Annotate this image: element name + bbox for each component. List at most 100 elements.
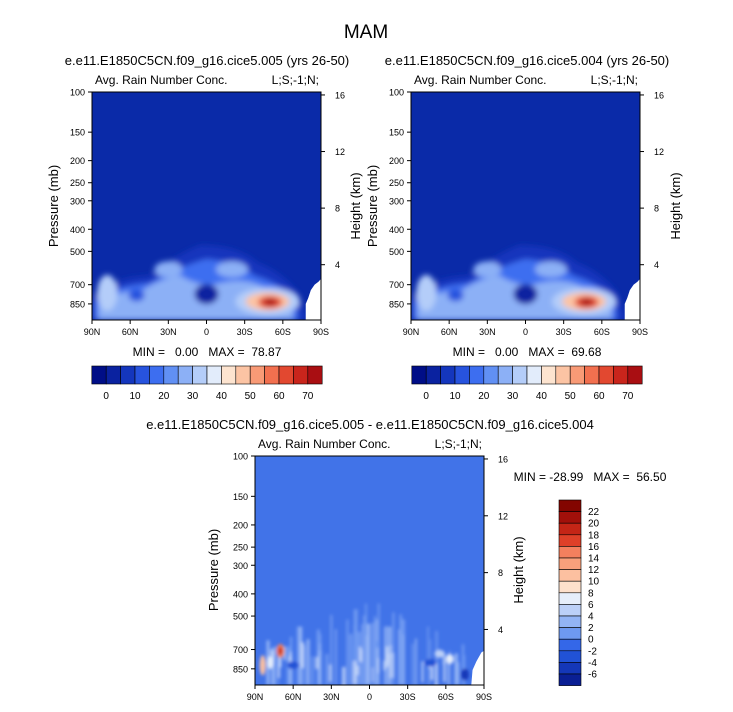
panel-3-ylabel-right: Height (km): [511, 536, 526, 603]
y-right-tick-label: 8: [654, 204, 659, 214]
y-tick-label: 300: [70, 196, 85, 206]
diff-streak: [389, 654, 392, 679]
y-right-tick-label: 8: [498, 568, 503, 578]
colorbar-box: [497, 365, 513, 385]
colorbar-box: [558, 534, 582, 547]
contour-core-low: [194, 284, 219, 305]
panel-2-left-label: Avg. Rain Number Conc.: [414, 73, 547, 87]
x-tick-label: 90N: [247, 692, 264, 702]
y-tick-label: 500: [233, 612, 248, 622]
panel-2-plot: [411, 92, 640, 320]
contour-level: [215, 261, 248, 278]
panel-3-plot: [255, 456, 484, 685]
diff-peak: [259, 655, 266, 676]
diff-streak: [427, 626, 429, 685]
diff-streak: [374, 616, 377, 685]
figure-title: MAM: [344, 22, 388, 43]
panel-3-stats: MIN = -28.99 MAX = 56.50: [514, 470, 667, 484]
diff-peak: [267, 656, 274, 669]
panel-2: e.e11.E1850C5CN.f09_g16.cice5.004 (yrs 2…: [365, 53, 683, 402]
y-tick-label: 500: [389, 247, 404, 257]
colorbar-box: [149, 365, 165, 385]
colorbar-box: [541, 365, 557, 385]
diff-streak: [375, 647, 379, 685]
panel-2-colorbar: 0 10 20 30 40 50 60 70: [411, 365, 643, 402]
colorbar-box: [120, 365, 136, 385]
diff-contours: [259, 603, 469, 685]
x-tick-label: 30S: [237, 327, 253, 337]
colorbar-label: 18: [588, 530, 600, 541]
colorbar-label: 30: [187, 391, 199, 402]
diff-streak: [372, 622, 374, 685]
panel-2-stats: MIN = 0.00 MAX = 69.68: [453, 345, 602, 359]
panel-1-x-ticks: 90N 60N 30N 0 30S 60S 90S: [84, 320, 329, 337]
terrain-mask: [624, 278, 640, 320]
y-tick-label: 700: [389, 280, 404, 290]
diff-streak: [346, 619, 349, 685]
panel-1-y-ticks-right: 16 12 8 4: [321, 90, 345, 270]
diff-streak: [272, 647, 275, 685]
colorbar-box: [558, 557, 582, 570]
contour-level: [534, 261, 567, 278]
y-right-tick-label: 4: [654, 260, 659, 270]
y-tick-label: 700: [233, 645, 248, 655]
diff-streak: [274, 646, 277, 685]
y-tick-label: 200: [70, 156, 85, 166]
x-tick-label: 90S: [313, 327, 329, 337]
colorbar-label: 22: [588, 507, 600, 518]
colorbar-label: 60: [593, 391, 605, 402]
y-right-tick-label: 16: [654, 90, 664, 100]
diff-streak: [447, 662, 450, 685]
colorbar-label: 50: [565, 391, 577, 402]
colorbar-box: [512, 365, 528, 385]
colorbar-label: 50: [245, 391, 257, 402]
terrain-mask: [471, 650, 484, 685]
x-tick-label: 0: [523, 327, 528, 337]
y-tick-label: 850: [233, 664, 248, 674]
colorbar-box: [558, 522, 582, 536]
colorbar-box: [558, 615, 582, 628]
diff-streak: [443, 660, 446, 683]
x-tick-label: 60N: [441, 327, 458, 337]
y-right-tick-label: 12: [654, 147, 664, 157]
diff-streak: [383, 660, 386, 671]
colorbar-label: 16: [588, 542, 600, 553]
colorbar-label: 0: [588, 635, 594, 646]
y-tick-label: 250: [233, 543, 248, 553]
colorbar-box: [91, 365, 107, 385]
diff-streak: [349, 633, 353, 685]
diff-streak: [315, 656, 319, 669]
panel-1-left-label: Avg. Rain Number Conc.: [95, 73, 228, 87]
x-tick-label: 30S: [556, 327, 572, 337]
colorbar-label: 20: [478, 391, 490, 402]
colorbar-box: [192, 365, 208, 385]
colorbar-box: [206, 365, 222, 385]
colorbar-box: [613, 365, 629, 385]
panel-2-y-ticks: 100 150 200 250 300 400 500 700 850: [389, 88, 411, 309]
y-right-tick-label: 8: [335, 204, 340, 214]
y-tick-label: 100: [70, 88, 85, 98]
field-contours: [411, 245, 628, 320]
colorbar-box: [293, 365, 309, 385]
colorbar-label: 10: [588, 577, 600, 588]
diff-streak: [377, 658, 380, 674]
y-tick-label: 400: [70, 225, 85, 235]
colorbar-box: [163, 365, 179, 385]
colorbar-box: [558, 662, 582, 675]
y-right-tick-label: 16: [335, 90, 345, 100]
x-tick-label: 30N: [160, 327, 177, 337]
y-tick-label: 150: [389, 128, 404, 138]
colorbar-box: [235, 365, 251, 385]
y-right-tick-label: 4: [335, 260, 340, 270]
diff-streak: [311, 656, 314, 685]
colorbar-box: [569, 365, 585, 385]
colorbar-box: [134, 365, 150, 385]
contour-level: [154, 261, 183, 278]
colorbar-box: [177, 365, 193, 385]
diff-peak: [445, 654, 454, 665]
colorbar-box: [558, 569, 582, 582]
contour-high: [416, 274, 437, 311]
colorbar-label: 6: [588, 600, 594, 611]
diff-streak: [389, 645, 392, 659]
